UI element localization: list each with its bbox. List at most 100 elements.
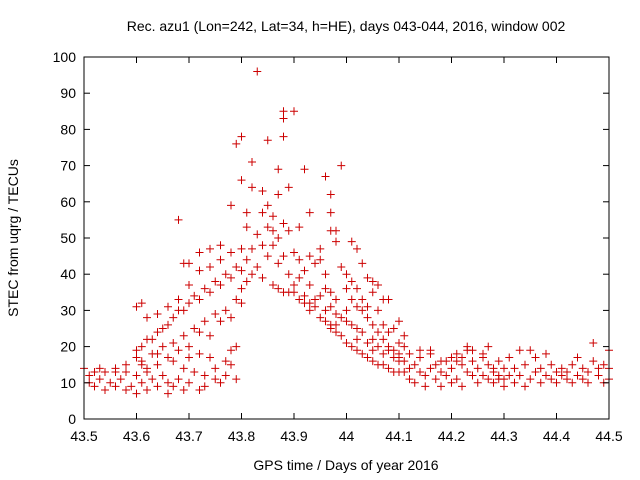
- y-tick-label: 40: [60, 266, 76, 282]
- data-point: [363, 313, 372, 322]
- data-point: [416, 346, 424, 355]
- data-point: [227, 313, 235, 322]
- data-point: [468, 346, 477, 355]
- data-point: [85, 371, 94, 380]
- x-tick-label: 43.9: [280, 428, 307, 444]
- data-point: [263, 223, 272, 232]
- data-point: [374, 342, 382, 351]
- data-point: [547, 375, 556, 384]
- data-point: [526, 346, 535, 355]
- x-tick-label: 44.2: [438, 428, 465, 444]
- data-point: [395, 353, 403, 362]
- data-point: [347, 295, 356, 304]
- data-point: [326, 208, 335, 217]
- x-axis: 43.5 43.6 43.7 43.8 43.9 44 44.1 44.2 44.3 44.4 44…: [70, 57, 623, 444]
- data-point: [232, 295, 241, 304]
- data-point: [185, 281, 193, 290]
- data-point: [395, 317, 403, 326]
- data-point: [353, 302, 361, 311]
- data-point: [353, 284, 361, 293]
- data-point: [232, 139, 241, 148]
- data-point: [489, 364, 498, 373]
- data-point: [332, 320, 340, 329]
- data-point: [132, 371, 141, 380]
- data-point: [132, 346, 141, 355]
- x-tick-label: 44.5: [595, 428, 622, 444]
- data-point: [174, 215, 183, 224]
- data-point: [248, 183, 256, 192]
- data-point: [321, 270, 330, 279]
- data-point: [337, 161, 346, 170]
- data-point: [248, 270, 256, 279]
- y-tick-label: 20: [60, 339, 76, 355]
- data-point: [332, 237, 340, 246]
- data-point: [164, 320, 172, 329]
- data-point: [258, 241, 267, 250]
- data-point: [452, 357, 461, 366]
- x-tick-label: 44.3: [490, 428, 517, 444]
- data-point: [542, 371, 550, 380]
- data-point: [573, 371, 582, 380]
- data-point: [557, 371, 566, 380]
- data-point: [568, 378, 577, 387]
- data-point: [584, 378, 592, 387]
- data-point: [300, 266, 309, 275]
- data-point: [531, 353, 540, 362]
- data-point: [200, 284, 209, 293]
- data-point: [232, 375, 241, 384]
- data-point: [358, 328, 367, 337]
- data-point: [305, 208, 314, 217]
- data-point: [284, 226, 293, 235]
- data-point: [179, 364, 188, 373]
- data-point: [284, 270, 293, 279]
- data-point: [379, 349, 388, 358]
- data-point: [368, 320, 377, 329]
- data-point: [211, 277, 220, 286]
- data-point: [458, 382, 466, 391]
- data-point: [389, 324, 398, 333]
- data-point: [405, 364, 414, 373]
- data-point: [242, 277, 251, 286]
- data-point: [206, 353, 214, 362]
- y-axis-label: STEC from uqrg / TECUs: [5, 159, 21, 317]
- data-point: [515, 371, 524, 380]
- data-point: [258, 208, 267, 217]
- data-point: [484, 375, 493, 384]
- data-point: [101, 386, 109, 395]
- data-point: [111, 382, 120, 391]
- chart-title: Rec. azu1 (Lon=242, Lat=34, h=HE), days …: [127, 18, 566, 34]
- data-point: [232, 342, 241, 351]
- data-point: [137, 342, 146, 351]
- data-point: [405, 375, 414, 384]
- data-point: [137, 357, 146, 366]
- data-point: [332, 310, 340, 319]
- data-point: [342, 306, 351, 315]
- data-point: [227, 248, 235, 257]
- data-point: [195, 386, 204, 395]
- data-point: [568, 360, 577, 369]
- data-point: [379, 335, 388, 344]
- data-point: [442, 371, 451, 380]
- data-point: [410, 378, 419, 387]
- data-point: [143, 364, 151, 373]
- data-point: [211, 375, 220, 384]
- data-point: [473, 378, 482, 387]
- data-point: [137, 299, 146, 308]
- data-point: [400, 367, 409, 376]
- data-point: [368, 288, 377, 297]
- data-point: [216, 281, 225, 290]
- data-point: [290, 107, 298, 116]
- data-point: [347, 342, 356, 351]
- data-point: [347, 277, 356, 286]
- data-point: [190, 324, 199, 333]
- data-point: [237, 299, 246, 308]
- data-point: [169, 357, 178, 366]
- data-point: [305, 252, 314, 261]
- data-point: [148, 335, 157, 344]
- data-point: [337, 262, 346, 271]
- data-point: [206, 288, 214, 297]
- x-tick-label: 43.5: [70, 428, 97, 444]
- data-point: [384, 295, 393, 304]
- data-point: [447, 364, 456, 373]
- data-point: [221, 357, 230, 366]
